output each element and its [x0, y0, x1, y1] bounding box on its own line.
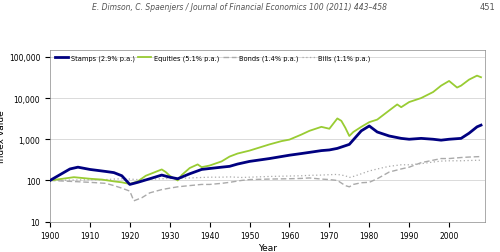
Legend: Stamps (2.9% p.a.), Equities (5.1% p.a.), Bonds (1.4% p.a.), Bills (1.1% p.a.): Stamps (2.9% p.a.), Equities (5.1% p.a.)…: [54, 54, 371, 63]
X-axis label: Year: Year: [258, 243, 277, 252]
Text: 451: 451: [479, 3, 495, 12]
Y-axis label: Index value: Index value: [0, 110, 6, 162]
Text: E. Dimson, C. Spaenjers / Journal of Financial Economics 100 (2011) 443–458: E. Dimson, C. Spaenjers / Journal of Fin…: [92, 3, 388, 12]
